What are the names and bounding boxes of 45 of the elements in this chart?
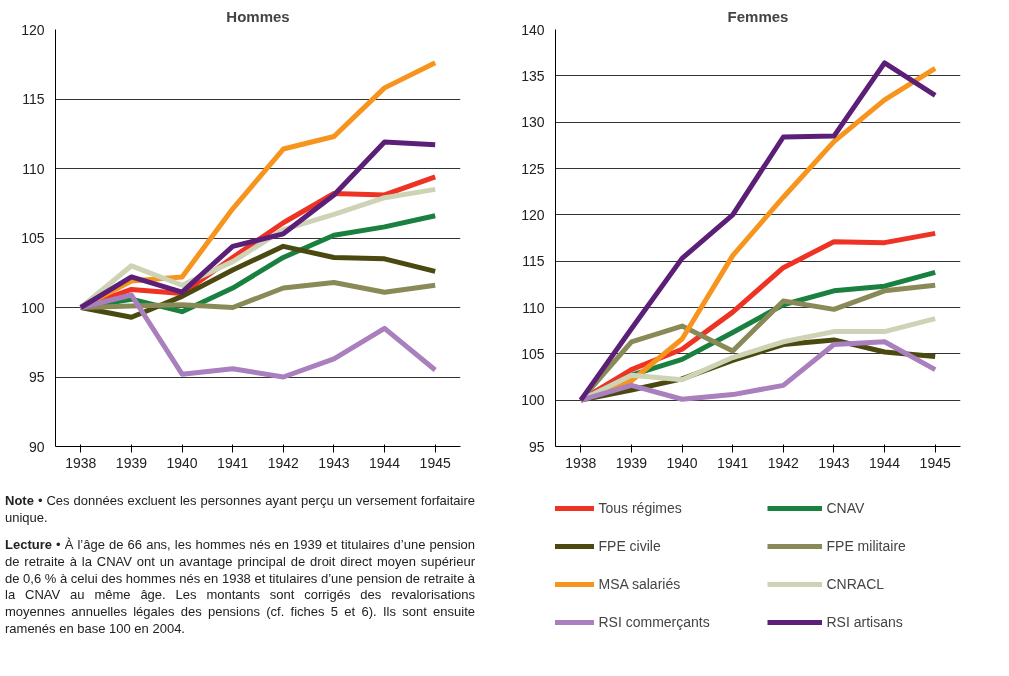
x-tick-label: 1944 [368,454,401,471]
x-tick-label: 1945 [919,454,951,471]
legend-label: MSA salariés [598,576,682,592]
y-tick-label: 110 [522,299,545,316]
y-tick-label: 100 [521,392,545,409]
x-tick-label: 1941 [717,454,749,471]
x-tick-label: 1942 [767,454,800,471]
y-tick-label: 130 [521,114,545,131]
chart-title: Femmes [727,7,789,25]
x-tick-label: 1944 [868,454,901,471]
legend-label: RSI commerçants [598,614,711,630]
y-tick-label: 95 [528,438,545,455]
legend-label: CNAV [826,500,866,516]
legend-label: Tous régimes [598,500,683,516]
y-tick-label: 140 [521,21,545,38]
x-tick-label: 1940 [166,454,198,471]
y-tick-label: 120 [521,206,545,223]
x-tick-label: 1939 [115,454,148,471]
y-tick-label: 125 [521,160,545,177]
y-tick-label: 115 [522,253,545,270]
legend-label: FPE militaire [826,538,907,554]
y-tick-label: 120 [21,21,45,38]
legend-label: CNRACL [826,576,886,592]
text: Note • Ces données excluent les personnes ayant perçu un versement forfaitaire unique. [5,493,475,527]
y-tick-label: 135 [521,67,545,84]
x-tick-label: 1938 [65,454,97,471]
y-tick-label: 100 [21,299,45,316]
x-tick-label: 1943 [318,454,350,471]
x-tick-label: 1941 [217,454,249,471]
text: Lecture • À l’âge de 66 ans, les hommes nés en 1939 et titulaires d’une pension de retraite à la CNAV ont un avantage principal de droit direct moyen supérieur de 0,6 % à celui des hommes nés en 1938 et titulaires d’une pension de retraite à la CNAV au même âge. Les montants sont corrigés des revalorisations moyennes annuelles légales des pensions (cf. fiches 5 et 6). Ils sont ensuite ramenés en base 100 en 2004. [5,536,475,639]
x-tick-label: 1942 [267,454,300,471]
legend-label: FPE civile [598,538,662,554]
y-tick-label: 115 [22,91,45,107]
y-tick-label: 110 [22,160,45,177]
y-tick-label: 90 [28,438,45,455]
y-tick-label: 95 [28,369,45,385]
legend-label: RSI artisans [826,614,904,630]
x-tick-label: 1943 [818,454,850,471]
chart-title: Hommes [226,7,290,25]
x-tick-label: 1939 [615,454,648,471]
x-tick-label: 1938 [565,454,597,471]
y-tick-label: 105 [521,345,545,362]
x-tick-label: 1945 [419,454,451,471]
x-tick-label: 1940 [666,454,698,471]
y-tick-label: 105 [21,230,45,246]
